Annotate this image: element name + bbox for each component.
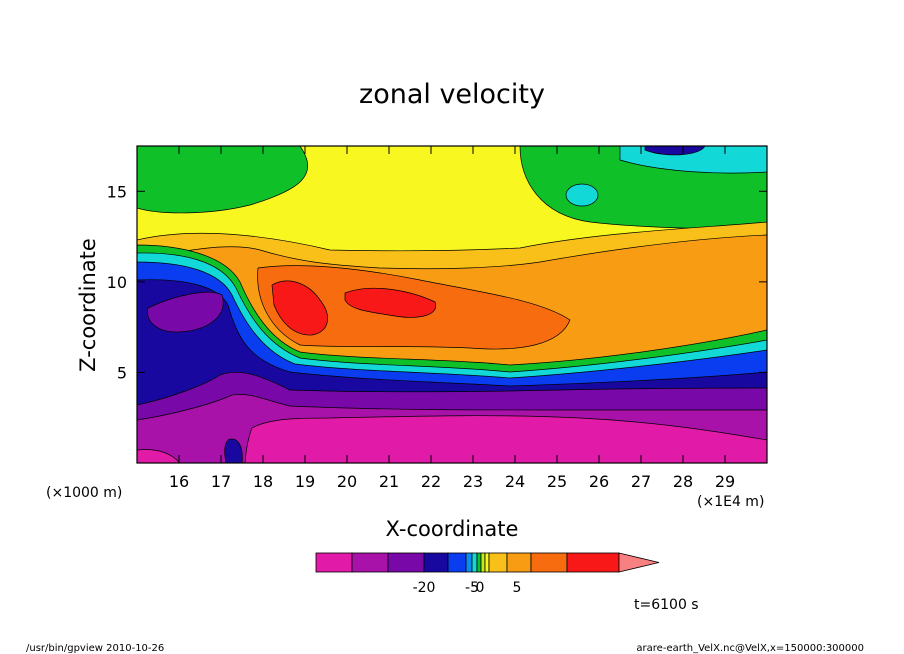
x-tick-label: 17 bbox=[211, 472, 231, 491]
red-core-left bbox=[271, 280, 328, 336]
colorbar-label: 0 bbox=[476, 580, 485, 596]
x-axis-label: X-coordinate bbox=[386, 517, 519, 541]
contour-field bbox=[137, 146, 767, 463]
x-unit-label: (×1E4 m) bbox=[697, 494, 764, 510]
colorbar-segment bbox=[387, 552, 425, 573]
magenta-left bbox=[137, 449, 181, 463]
x-tick-label: 29 bbox=[715, 472, 735, 491]
x-tick-label: 23 bbox=[463, 472, 483, 491]
x-tick-label: 22 bbox=[421, 472, 441, 491]
colorbar-labels: -20 -50 5 bbox=[413, 580, 522, 596]
y-axis-label: Z-coordinate bbox=[76, 238, 100, 372]
plot-frame bbox=[136, 145, 768, 464]
colorbar-segment bbox=[471, 552, 478, 573]
x-tick-label: 26 bbox=[589, 472, 609, 491]
x-tick-label: 16 bbox=[169, 472, 189, 491]
colorbar-segment bbox=[506, 552, 532, 573]
colorbar-segment bbox=[315, 552, 353, 573]
y-tick-label: 10 bbox=[107, 273, 127, 292]
colorbar-segment bbox=[480, 552, 486, 573]
colorbar-segment bbox=[476, 552, 482, 573]
colorbar bbox=[315, 552, 660, 573]
colorbar-segment bbox=[423, 552, 449, 573]
x-tick-label: 18 bbox=[253, 472, 273, 491]
colorbar-segment bbox=[484, 552, 490, 573]
time-label: t=6100 s bbox=[634, 597, 699, 613]
x-tick-label: 19 bbox=[295, 472, 315, 491]
colorbar-segment bbox=[488, 552, 508, 573]
x-axis-ticks: 16 17 18 19 20 21 22 23 24 25 26 27 28 29 bbox=[169, 146, 735, 491]
chart-title: zonal velocity bbox=[359, 79, 545, 110]
purple-blob bbox=[147, 291, 224, 333]
colorbar-segment bbox=[465, 552, 473, 573]
colorbar-arrow bbox=[618, 552, 660, 573]
colorbar-segment bbox=[566, 552, 620, 573]
footer-left: /usr/bin/gpview 2010-10-26 bbox=[26, 643, 164, 654]
colorbar-label: -20 bbox=[413, 580, 436, 596]
y-unit-label: (×1000 m) bbox=[46, 485, 122, 501]
x-tick-label: 27 bbox=[631, 472, 651, 491]
x-tick-label: 20 bbox=[337, 472, 357, 491]
y-axis-ticks: 5 10 15 bbox=[107, 182, 767, 382]
colorbar-segment bbox=[351, 552, 389, 573]
x-tick-label: 28 bbox=[673, 472, 693, 491]
navy-bottom-patch bbox=[224, 438, 243, 463]
y-tick-label: 5 bbox=[117, 363, 127, 382]
footer-right: arare-earth_VelX.nc@VelX,x=150000:300000 bbox=[636, 643, 864, 654]
colorbar-segment bbox=[530, 552, 568, 573]
colorbar-label: -5 bbox=[465, 580, 479, 596]
x-tick-label: 25 bbox=[547, 472, 567, 491]
upper-green-region bbox=[137, 146, 308, 214]
colorbar-label: 5 bbox=[513, 580, 522, 596]
x-tick-label: 24 bbox=[505, 472, 525, 491]
cyan-small-patch bbox=[565, 183, 599, 207]
colorbar-segment bbox=[447, 552, 467, 573]
x-tick-label: 21 bbox=[379, 472, 399, 491]
red-core-center bbox=[344, 287, 437, 318]
y-tick-label: 15 bbox=[107, 182, 127, 201]
